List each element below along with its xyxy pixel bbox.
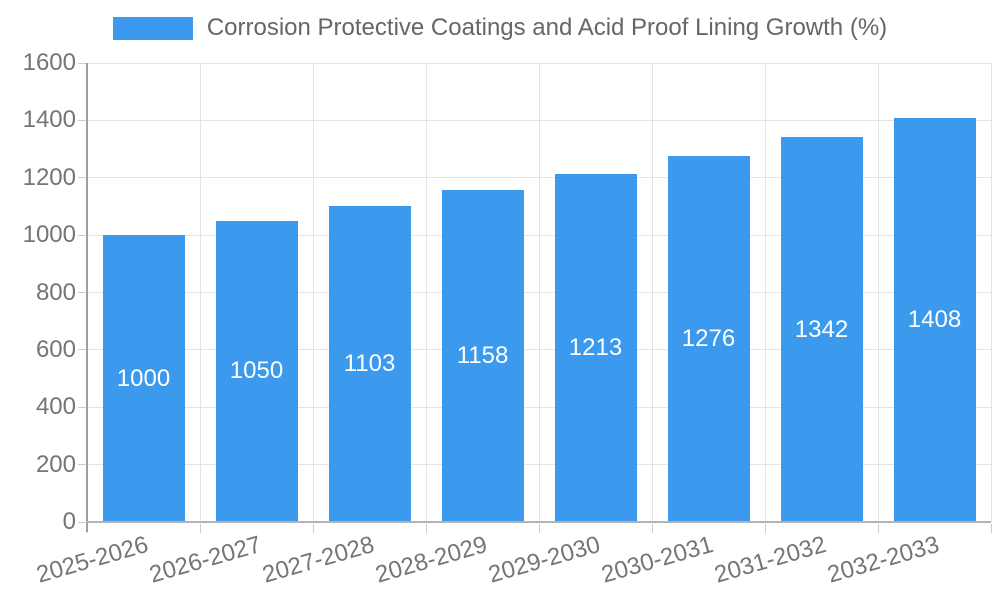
bar-2029-2030[interactable] (554, 174, 637, 522)
bar-2027-2028[interactable] (328, 205, 411, 522)
x-tick-label: 2028-2029 (372, 531, 490, 589)
x-tick-label: 2027-2028 (259, 531, 377, 589)
y-tick-mark (78, 406, 87, 408)
bar-value-label: 1000 (116, 364, 171, 392)
x-tick-mark (877, 524, 879, 533)
y-tick-mark (78, 119, 87, 121)
x-tick-mark (764, 524, 766, 533)
y-tick-label: 1400 (22, 106, 76, 134)
y-tick-label: 400 (35, 393, 76, 421)
x-tick-label: 2029-2030 (485, 531, 603, 589)
x-gridline (990, 63, 992, 522)
y-tick-mark (78, 292, 87, 293)
x-gridline (764, 63, 766, 522)
x-tick-mark (425, 524, 427, 533)
y-tick-label: 600 (35, 335, 76, 363)
bar-value-label: 1342 (794, 315, 849, 343)
bar-value-label: 1050 (229, 357, 284, 385)
x-tick-label: 2031-2032 (711, 531, 829, 589)
y-tick-label: 1200 (22, 163, 76, 191)
y-tick-label: 0 (62, 508, 76, 535)
y-tick-mark (78, 177, 87, 179)
y-tick-mark (78, 521, 87, 523)
x-axis-line (86, 521, 991, 523)
y-tick-mark (78, 349, 87, 351)
bar-value-label: 1103 (343, 349, 396, 377)
bar-value-label: 1408 (907, 306, 962, 334)
bar-value-label: 1158 (456, 341, 509, 369)
x-tick-mark (990, 524, 992, 533)
x-gridline (877, 63, 879, 522)
bar-2031-2032[interactable] (780, 137, 863, 522)
y-axis-line (86, 63, 88, 532)
bar-value-label: 1276 (681, 324, 736, 352)
x-gridline (312, 63, 314, 522)
bar-2026-2027[interactable] (215, 220, 298, 522)
x-tick-mark (538, 524, 540, 533)
bar-2030-2031[interactable] (667, 155, 750, 522)
x-gridline (651, 63, 653, 522)
bar-2025-2026[interactable] (102, 235, 185, 522)
x-gridline (538, 63, 540, 522)
x-tick-label: 2026-2027 (146, 531, 264, 589)
bar-value-label: 1213 (568, 334, 623, 361)
x-tick-label: 2025-2026 (33, 531, 151, 589)
x-tick-label: 2032-2033 (824, 531, 942, 589)
y-tick-mark (78, 234, 87, 236)
bar-2028-2029[interactable] (441, 189, 524, 522)
legend[interactable]: Corrosion Protective Coatings and Acid P… (0, 14, 1000, 42)
y-tick-label: 200 (35, 450, 76, 478)
x-gridline (199, 63, 201, 522)
legend-label: Corrosion Protective Coatings and Acid P… (206, 14, 888, 41)
x-gridline (425, 63, 427, 522)
bar-2032-2033[interactable] (893, 118, 976, 522)
y-tick-label: 1000 (22, 221, 76, 249)
y-tick-label: 1600 (22, 49, 76, 76)
y-tick-mark (78, 464, 87, 466)
x-tick-mark (651, 524, 653, 533)
x-tick-mark (312, 524, 314, 533)
x-tick-mark (199, 524, 201, 533)
y-tick-mark (78, 62, 87, 64)
legend-swatch (112, 16, 193, 40)
x-tick-label: 2030-2031 (598, 531, 716, 589)
y-tick-label: 800 (35, 278, 76, 306)
